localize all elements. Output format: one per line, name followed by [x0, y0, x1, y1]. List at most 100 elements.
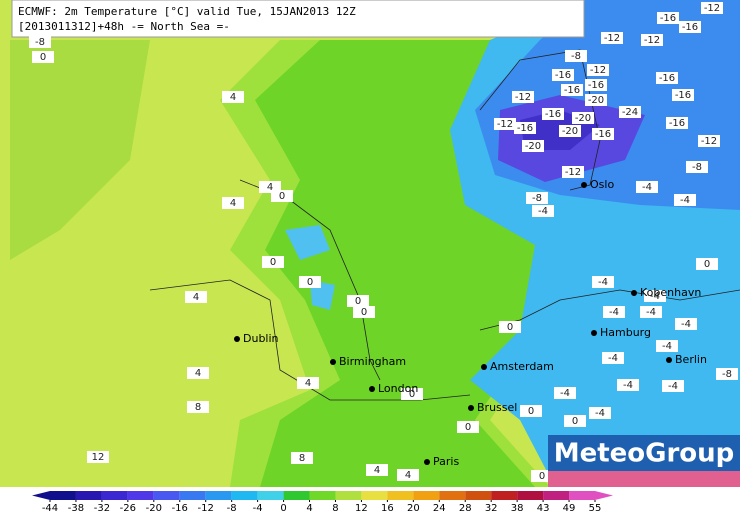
contour-label-box [353, 306, 375, 318]
colorbar-swatch [439, 491, 466, 500]
contour-label-box [185, 291, 207, 303]
contour-label-box [520, 405, 542, 417]
city-label: Oslo [590, 178, 614, 191]
colorbar-tick-label: 4 [306, 503, 312, 514]
contour-label-box [559, 125, 581, 137]
map-background [0, 0, 740, 487]
colorbar-tick-label: 32 [485, 503, 498, 514]
contour-label-box [291, 452, 313, 464]
city-dot [468, 405, 474, 411]
colorbar-tick-label: -32 [94, 503, 110, 514]
contour-label-box [601, 32, 623, 44]
contour-label: -16 [517, 123, 533, 134]
colorbar: -44 -38 -32 -26 -20 -16 -12 -8 -4 0 4 8 12 16 20 24 28 32… [32, 491, 613, 514]
header-subtitle: [2013011312]+48h -= North Sea =- [18, 20, 230, 33]
contour-label: -12 [704, 3, 720, 14]
contour-label: -8 [692, 162, 702, 173]
contour-label: 4 [230, 92, 236, 103]
contour-label: -12 [644, 35, 660, 46]
contour-label: -16 [669, 118, 685, 129]
colorbar-tick-label: 12 [355, 503, 368, 514]
contour-label-box [564, 415, 586, 427]
contour-label: -12 [701, 136, 717, 147]
contour-label: -4 [650, 291, 660, 302]
contour-label-box [222, 197, 244, 209]
contour-label-box [617, 379, 639, 391]
contour-label: -12 [565, 167, 581, 178]
city-label: London [378, 382, 418, 395]
contour-label: 0 [539, 471, 545, 482]
contour-label-box [494, 118, 516, 130]
colorbar-tick-label: 49 [563, 503, 576, 514]
contour-label: 0 [307, 277, 313, 288]
contour-label-box [499, 321, 521, 333]
contour-label: -16 [588, 80, 604, 91]
contour-label-box [29, 36, 51, 48]
logo-text: MeteoGroup [554, 439, 735, 469]
contour-label-box [644, 290, 666, 302]
contour-label: -16 [545, 109, 561, 120]
colorbar-tick-label: -38 [68, 503, 84, 514]
contour-label: 0 [409, 389, 415, 400]
colorbar-swatch [309, 491, 336, 500]
colorbar-swatch [257, 491, 284, 500]
contour-label-box [554, 387, 576, 399]
contour-label: 0 [507, 322, 513, 333]
contour-label: 0 [40, 52, 46, 63]
city-label: Birmingham [339, 355, 406, 368]
contour-label-box [585, 79, 607, 91]
contour-label-box [587, 64, 609, 76]
colorbar-swatch [50, 491, 76, 500]
contour-label: -12 [497, 119, 513, 130]
colorbar-swatch [101, 491, 128, 500]
colorbar-arrow-left [32, 491, 50, 500]
colorbar-swatch [179, 491, 206, 500]
colorbar-swatch [75, 491, 102, 500]
contour-label: -4 [598, 277, 608, 288]
city-dot [234, 336, 240, 342]
colorbar-swatch [335, 491, 362, 500]
city-label: Dublin [243, 332, 279, 345]
contour-label: 0 [355, 296, 361, 307]
city-dot [330, 359, 336, 365]
contour-label: -4 [642, 182, 652, 193]
contour-label-box [674, 194, 696, 206]
city-label: Amsterdam [490, 360, 554, 373]
city-label: Hamburg [600, 326, 651, 339]
contour-label: 0 [528, 406, 534, 417]
contour-label-box [522, 140, 544, 152]
colorbar-swatch [231, 491, 258, 500]
city-dot [581, 182, 587, 188]
contour-label-box [672, 89, 694, 101]
contour-label-box [299, 276, 321, 288]
colorbar-swatch [153, 491, 180, 500]
contour-label-box [696, 258, 718, 270]
contour-label-box [561, 84, 583, 96]
contour-label-box [87, 451, 109, 463]
contour-label-box [532, 205, 554, 217]
colorbar-swatch [413, 491, 440, 500]
contour-label: -12 [604, 33, 620, 44]
city-dot [369, 386, 375, 392]
contour-label-box [636, 181, 658, 193]
contour-label-box [562, 166, 584, 178]
contour-label: -16 [682, 22, 698, 33]
contour-label-box [512, 91, 534, 103]
contour-label: 4 [405, 470, 411, 481]
contour-label-box [271, 190, 293, 202]
contour-label: 8 [299, 453, 305, 464]
contour-label: 0 [270, 257, 276, 268]
contour-label-box [542, 108, 564, 120]
contour-label: 12 [92, 452, 105, 463]
colorbar-tick-label: -4 [253, 503, 263, 514]
contour-label-box [679, 21, 701, 33]
contour-label-box [656, 72, 678, 84]
colorbar-tick-label: 8 [332, 503, 338, 514]
colorbar-swatch [517, 491, 544, 500]
colorbar-tick-label: 0 [280, 503, 286, 514]
contour-label: -4 [668, 381, 678, 392]
colorbar-tick-label: 28 [459, 503, 472, 514]
contour-label-box [531, 470, 553, 482]
colorbar-swatch [205, 491, 232, 500]
